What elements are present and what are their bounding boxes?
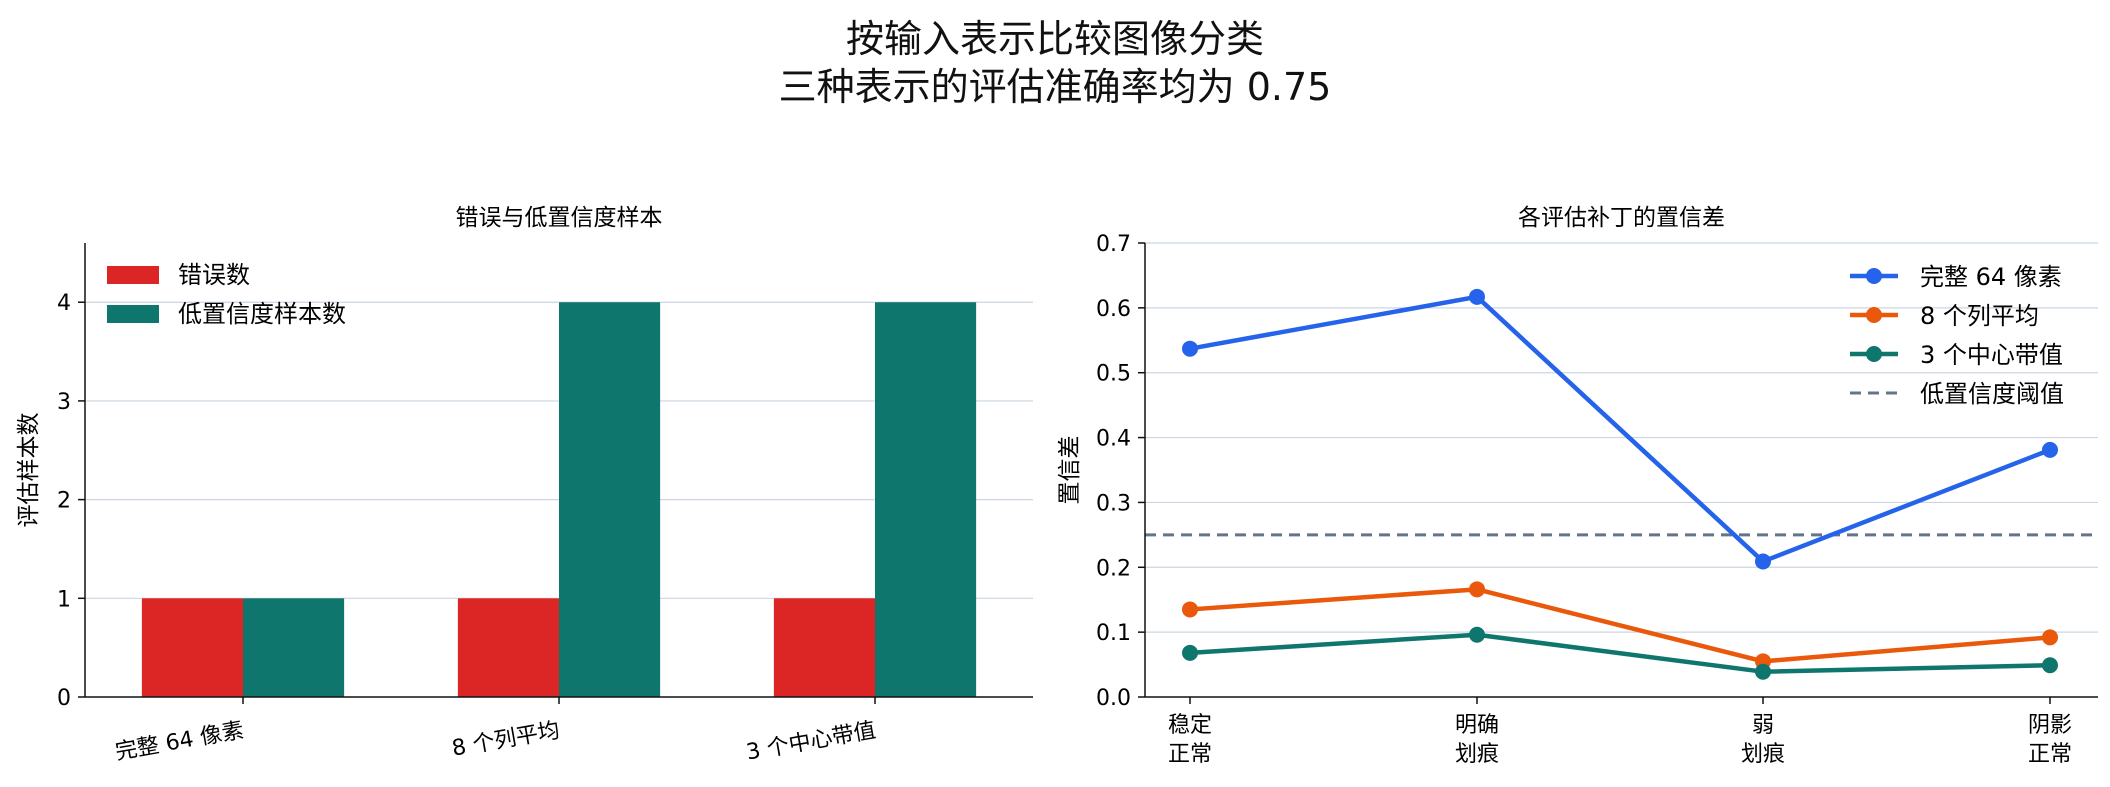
data-point [1469,288,1485,305]
y-tick-label: 4 [57,291,71,316]
bar-low-confidence [875,302,977,697]
figure-subtitle: 三种表示的评估准确率均为 0.75 [778,65,1332,109]
x-tick-label: 3 个中心带值 [744,718,877,765]
y-axis-label: 评估样本数 [16,413,42,528]
data-point [1182,340,1198,357]
y-tick-label: 0 [57,686,71,711]
legend-marker [1866,346,1882,362]
y-axis-label: 置信差 [1057,436,1083,505]
x-tick-label: 阴影正常 [2028,713,2072,767]
x-tick-label: 稳定正常 [1168,713,1212,767]
bar-errors [457,598,559,697]
legend-marker [1866,307,1882,323]
series-line [1189,632,2051,674]
legend-label: 完整 64 像素 [1920,263,2062,291]
series-line [1189,587,2051,664]
legend-label: 低置信度样本数 [178,300,346,328]
data-point [1755,663,1771,680]
series-line [1189,294,2051,564]
y-tick-label: 3 [57,390,71,415]
x-tick-label: 完整 64 像素 [113,718,245,765]
line-chart-title: 各评估补丁的置信差 [1518,205,1725,231]
bar-chart-panel: 错误与低置信度样本 0 1 2 3 4 完整 64 像素 8 个列平均 3 个中心带值 评估样本数… [16,205,1033,766]
data-point [1755,553,1771,570]
bar-errors [773,598,875,697]
data-point [1469,581,1485,598]
y-tick-label: 0.5 [1096,362,1131,387]
figure-title: 按输入表示比较图像分类 [845,17,1264,61]
bar-errors [141,598,243,697]
legend-label: 错误数 [178,261,250,289]
data-point [2042,441,2058,458]
bar-low-confidence [559,302,661,697]
line-chart-panel: 各评估补丁的置信差 0.0 0.1 0.2 0.3 0.4 0.5 0.6 0.7 稳定正常 明确划… [1057,205,2098,767]
legend-label: 低置信度阈值 [1920,380,2064,408]
y-tick-label: 2 [57,489,71,514]
y-tick-label: 0.6 [1096,297,1131,322]
data-point [1469,626,1485,643]
x-tick-label: 弱划痕 [1741,713,1785,767]
data-point [2042,657,2058,674]
y-tick-label: 0.3 [1096,491,1131,516]
legend-label: 8 个列平均 [1920,302,2039,330]
data-point [1182,644,1198,661]
x-tick-label: 明确划痕 [1455,713,1499,767]
y-tick-label: 0.7 [1096,232,1131,257]
y-tick-label: 0.0 [1096,686,1131,711]
legend-marker [1866,268,1882,284]
bar-chart-title: 错误与低置信度样本 [456,205,663,231]
data-point [2042,629,2058,646]
data-point [1182,601,1198,618]
bar-low-confidence [243,598,345,697]
y-tick-label: 0.4 [1096,427,1131,452]
y-tick-label: 0.2 [1096,556,1131,581]
y-tick-label: 0.1 [1096,621,1131,646]
y-tick-label: 1 [57,587,71,612]
legend-label: 3 个中心带值 [1920,341,2063,369]
legend-swatch [107,266,159,284]
legend-swatch [107,305,159,323]
x-tick-label: 8 个列平均 [450,718,562,762]
